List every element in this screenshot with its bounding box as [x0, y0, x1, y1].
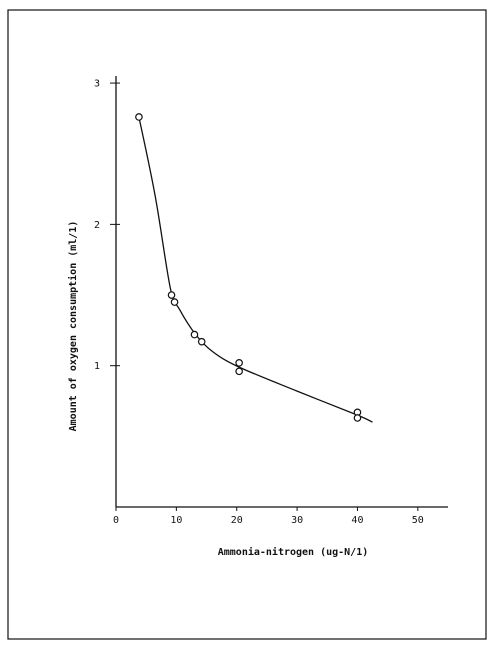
data-point	[235, 367, 243, 376]
x-axis-title: Ammonia-nitrogen (ug-N/1)	[218, 546, 369, 558]
y-tick-label: 2	[94, 220, 100, 231]
axes	[115, 76, 448, 508]
data-point	[353, 414, 362, 422]
y-tick-label: 3	[94, 79, 100, 90]
x-tick-label: 10	[170, 515, 182, 526]
data-point	[170, 298, 179, 306]
x-tick-label: 20	[231, 515, 243, 526]
data-point	[135, 113, 143, 121]
x-tick-label: 30	[291, 515, 303, 526]
y-axis-title: Amount of oxygen consumption (ml/1)	[67, 221, 79, 432]
figure-border	[7, 9, 487, 640]
trend-line-layer	[138, 116, 373, 423]
data-points-layer	[135, 113, 362, 422]
data-point	[197, 337, 206, 346]
y-tick-label: 1	[94, 361, 100, 372]
data-point	[167, 291, 176, 299]
x-tick-label: 40	[351, 515, 363, 526]
data-point	[235, 359, 243, 367]
data-point	[190, 330, 199, 339]
x-tick-label: 0	[113, 515, 119, 526]
trend-line	[138, 116, 373, 423]
x-tick-label: 50	[412, 515, 424, 526]
